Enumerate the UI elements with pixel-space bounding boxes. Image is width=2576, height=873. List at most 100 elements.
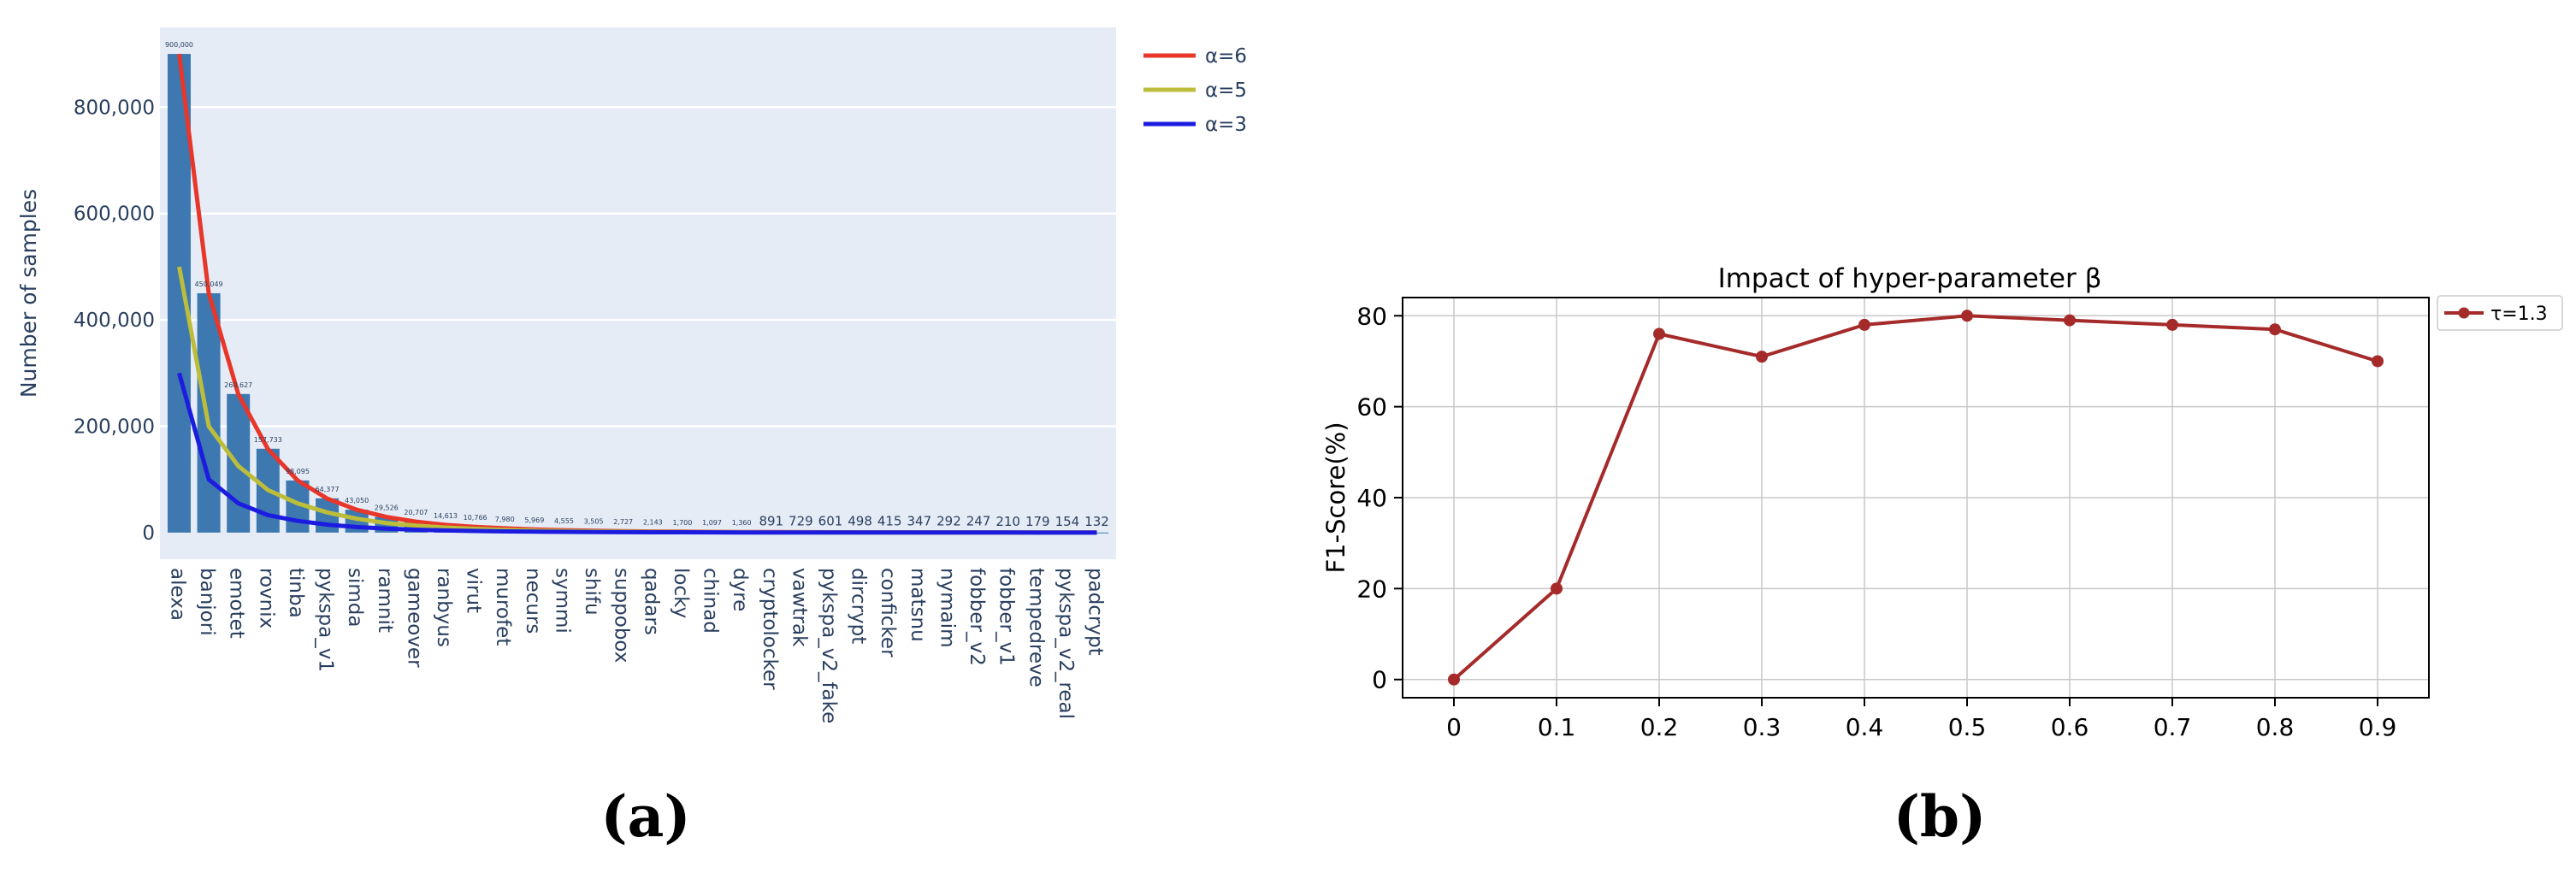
value-label-tempedreve: 179 xyxy=(1025,514,1050,529)
y-tick-label-800000: 800,000 xyxy=(74,97,155,119)
panel-b-y-tick-labels: 0 20 40 60 80 xyxy=(1356,302,1387,693)
x-tick-label-tempedreve: tempedreve xyxy=(1025,568,1047,687)
panel-b-x-tick-labels: 0 0.1 0.2 0.3 0.4 0.5 0.6 0.7 0.8 0.9 xyxy=(1446,713,2396,741)
panel-a-value-labels: 900,000 450,049 260,627 157,733 98,095 64,377… xyxy=(165,41,1109,529)
value-label-dyre: 1,360 xyxy=(732,519,752,527)
panel-a-gridlines xyxy=(160,106,1116,428)
x-tick-label-suppobox: suppobox xyxy=(611,568,633,663)
y-tick-label-200000: 200,000 xyxy=(74,416,155,439)
value-label-banjori: 450,049 xyxy=(195,280,223,288)
value-label-pykspa-v2-real: 154 xyxy=(1055,514,1080,529)
series-line-1-3 xyxy=(1452,314,2378,681)
panel-b-series xyxy=(1448,310,2384,686)
y-tick-label-80: 80 xyxy=(1356,302,1387,330)
value-label-vawtrak: 729 xyxy=(789,513,813,528)
value-label-nymaim: 292 xyxy=(936,514,961,529)
value-label-conficker: 415 xyxy=(877,514,902,529)
x-tick-label-0-7: 0.7 xyxy=(2154,713,2192,741)
x-tick-label-chinad: chinad xyxy=(700,568,722,634)
legend-box xyxy=(2437,295,2563,331)
legend-marker-1-3 xyxy=(2458,307,2470,319)
x-tick-label-emotet: emotet xyxy=(226,568,248,639)
panel-a-label: (a) xyxy=(600,783,690,850)
series-line-3 xyxy=(177,372,1097,535)
x-tick-label-ramnit: ramnit xyxy=(374,568,396,633)
x-tick-label-dyre: dyre xyxy=(729,568,751,611)
legend-label-6: α=6 xyxy=(1205,45,1247,68)
value-label-murofet: 7,980 xyxy=(495,516,515,523)
y-tick-label-600000: 600,000 xyxy=(74,204,155,226)
legend-label-1-3: τ=1.3 xyxy=(2490,304,2548,325)
x-tick-label-conficker: conficker xyxy=(877,568,899,658)
value-label-emotet: 260,627 xyxy=(224,381,252,389)
x-tick-label-necurs: necurs xyxy=(522,568,544,634)
value-label-ranbyus: 14,613 xyxy=(434,512,458,520)
value-label-qadars: 2,143 xyxy=(643,519,663,527)
y-tick-label-0: 0 xyxy=(1372,666,1387,694)
x-tick-label-0-5: 0.5 xyxy=(1948,713,1987,741)
x-tick-label-0-6: 0.6 xyxy=(2051,713,2089,741)
x-tick-label-0-2: 0.2 xyxy=(1640,713,1679,741)
value-label-ramnit: 29,526 xyxy=(375,504,399,512)
data-point-0-8 xyxy=(2269,323,2281,336)
x-tick-label-tinba: tinba xyxy=(285,568,307,618)
x-tick-label-gameover: gameover xyxy=(403,568,425,668)
value-label-cryptolocker: 891 xyxy=(759,513,783,528)
x-tick-label-0-3: 0.3 xyxy=(1743,713,1781,741)
x-tick-label-0-4: 0.4 xyxy=(1846,713,1884,741)
value-label-dircrypt: 498 xyxy=(848,514,872,529)
x-tick-label-0-9: 0.9 xyxy=(2359,713,2397,741)
legend-label-5: α=5 xyxy=(1205,80,1247,102)
x-tick-label-banjori: banjori xyxy=(196,568,218,636)
value-label-virut: 10,766 xyxy=(464,514,487,522)
x-tick-label-0-1: 0.1 xyxy=(1538,713,1576,741)
y-tick-label-400000: 400,000 xyxy=(74,310,155,332)
panel-a-y-tick-labels: 0 200,000 400,000 600,000 800,000 xyxy=(74,97,155,545)
value-label-simda: 43,050 xyxy=(345,497,369,504)
data-point-0-9 xyxy=(2372,355,2384,368)
data-point-0-6 xyxy=(2064,314,2076,327)
x-tick-label-nymaim: nymaim xyxy=(936,568,958,647)
value-label-shifu: 3,505 xyxy=(584,518,604,526)
y-tick-label-20: 20 xyxy=(1356,575,1387,603)
bar-padcrypt xyxy=(1085,532,1109,534)
data-point-0-4 xyxy=(1858,318,1870,331)
x-tick-label-simda: simda xyxy=(344,568,366,627)
panel-b-legend: τ=1.3 xyxy=(2437,295,2563,331)
panel-b-label: (b) xyxy=(1894,783,1987,850)
x-tick-label-virut: virut xyxy=(463,568,485,613)
y-tick-label-60: 60 xyxy=(1356,393,1387,422)
panel-b-y-axis-label: F1-Score(%) xyxy=(1321,422,1350,573)
value-label-padcrypt: 132 xyxy=(1084,514,1109,529)
x-tick-label-pykspa-v2-real: pykspa_v2_real xyxy=(1055,568,1077,719)
panel-a-y-axis-label: Number of samples xyxy=(16,189,41,398)
data-point-0-2 xyxy=(1653,327,1665,340)
y-tick-label-0: 0 xyxy=(142,522,155,545)
value-label-suppobox: 2,727 xyxy=(613,518,633,526)
x-tick-label-qadars: qadars xyxy=(640,568,662,635)
data-point-0-5 xyxy=(1961,310,1973,322)
x-tick-label-alexa: alexa xyxy=(167,568,189,621)
data-point-0-1 xyxy=(1551,582,1563,595)
bar-banjori xyxy=(197,292,221,533)
x-tick-label-fobber-v1: fobber_v1 xyxy=(996,568,1018,666)
value-label-matsnu: 347 xyxy=(907,514,932,529)
value-label-chinad: 1,097 xyxy=(702,519,722,527)
panel-b-tick-marks xyxy=(1394,315,2378,706)
x-tick-label-shifu: shifu xyxy=(581,568,603,616)
value-label-rovnix: 157,733 xyxy=(254,436,282,444)
x-tick-label-matsnu: matsnu xyxy=(907,568,929,642)
x-tick-label-padcrypt: padcrypt xyxy=(1084,568,1107,656)
x-tick-label-0-8: 0.8 xyxy=(2256,713,2295,741)
panel-a-fit-lines xyxy=(177,53,1097,535)
x-tick-label-pykspa-v2-fake: pykspa_v2_fake xyxy=(818,568,840,723)
value-label-symmi: 4,555 xyxy=(554,517,574,525)
x-tick-label-pykspa-v1: pykspa_v1 xyxy=(315,568,337,672)
value-label-necurs: 5,969 xyxy=(524,516,544,524)
x-tick-label-rovnix: rovnix xyxy=(255,568,277,628)
bar-alexa xyxy=(167,54,191,533)
value-label-fobber-v2: 247 xyxy=(966,514,991,529)
panel-b-title: Impact of hyper-parameter β xyxy=(1718,263,2102,294)
